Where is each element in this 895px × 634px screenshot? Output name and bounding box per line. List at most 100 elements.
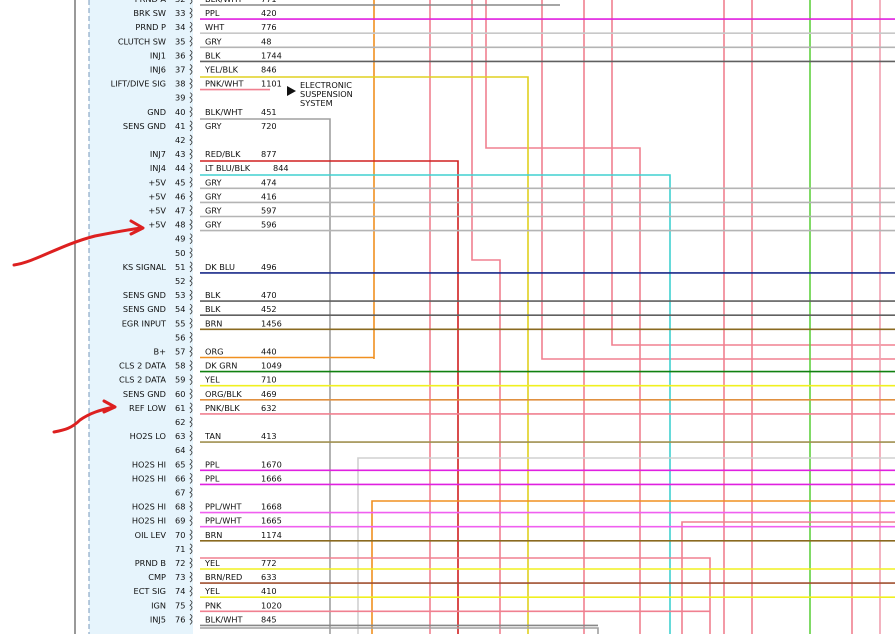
pin-bracket [189,176,193,188]
pin-bracket [189,501,193,512]
pin-number: 49 [175,234,185,244]
pin-function-label: INJ5 [150,614,166,624]
pin-bracket [189,317,193,329]
pin-function-label: SENS GND [123,121,166,131]
pin-function-label: HO2S LO [130,431,166,441]
pin-function-label: SENS GND [123,304,166,314]
circuit-number: 452 [261,304,277,314]
pin-number: 37 [175,65,185,75]
pin-function-label: HO2S HI [132,459,166,469]
circuit-number: 845 [261,614,277,624]
vertical-wire-gray [200,627,599,634]
pin-function-label: PRND B [135,558,167,568]
circuit-number: 410 [261,586,277,596]
pin-function-label: INJ6 [150,65,166,75]
annotation-line-1: ELECTRONIC [300,80,352,90]
circuit-number: 496 [261,262,277,272]
wire-color-label: LT BLU/BLK [205,163,251,173]
pin-number: 34 [175,22,185,32]
circuit-number: 469 [261,389,277,399]
pin-number: 43 [175,149,185,159]
circuit-number: 451 [261,107,277,117]
wire-color-label: BLK/WHT [205,614,244,624]
circuit-number: 1668 [261,502,282,512]
pin-bracket [189,162,193,174]
pin-number: 75 [175,600,185,610]
wire-color-label: PNK [205,600,222,610]
pin-bracket [189,275,193,287]
wire-color-label: YEL [204,375,220,385]
pin-number: 71 [175,544,185,554]
wire-color-label: GRY [205,191,223,201]
vertical-wires [200,0,895,634]
pin-function-label: +5V [148,206,166,216]
vertical-wire-cyan [200,174,671,634]
pin-number: 74 [175,586,185,596]
pin-number: 46 [175,191,185,201]
wire-color-label: BLK/WHT [205,0,244,4]
pin-number: 32 [175,0,185,4]
pin-number: 72 [175,558,185,568]
pin-function-label: INJ4 [150,163,166,173]
pin-number: 54 [175,304,185,314]
pin-number: 44 [175,163,185,173]
pin-bracket [189,92,193,104]
pin-function-label: HO2S HI [132,502,166,512]
circuit-number: 772 [261,558,277,568]
pin-number: 48 [175,220,185,230]
wire-color-label: TAN [204,431,221,441]
pin-function-label: CLUTCH SW [118,36,166,46]
wire-color-label: ORG/BLK [205,389,242,399]
annotation-line-2: SUSPENSION [300,89,353,99]
circuit-number: 776 [261,22,277,32]
wire-color-label: BLK [205,50,221,60]
wire-color-label: YEL [204,586,220,596]
circuit-number: 1666 [261,473,282,483]
pin-bracket [189,515,193,527]
pin-bracket [189,7,193,19]
pin-bracket [189,599,193,611]
pin-function-label: OIL LEV [135,530,167,540]
wire-color-label: BLK [205,304,221,314]
pin-number: 70 [175,530,185,540]
wire-color-label: GRY [205,220,223,230]
pin-function-label: HO2S HI [132,516,166,526]
circuit-number: 1020 [261,600,282,610]
pin-function-label: IGN [151,600,166,610]
circuit-number: 1670 [261,459,282,469]
pin-number: 60 [175,389,185,399]
circuit-number: 1456 [261,318,282,328]
circuit-number: 596 [261,220,277,230]
pin-bracket [189,614,193,625]
circuit-number: 48 [261,36,271,46]
wire-color-label: YEL [204,558,220,568]
wire-color-label: DK BLU [205,262,235,272]
wire-color-label: GRY [205,121,223,131]
pin-number: 69 [175,516,185,526]
pin-bracket [189,360,193,371]
wire-color-label: GRY [205,177,223,187]
pin-bracket [189,487,193,498]
pin-number: 52 [175,276,185,286]
pin-function-label: INJ1 [150,50,166,60]
pin-number: 53 [175,290,185,300]
circuit-number: 470 [261,290,277,300]
vertical-wire-pink [471,0,501,634]
pin-number: 50 [175,248,185,258]
pin-number: 45 [175,177,185,187]
pin-number: 57 [175,347,185,357]
pin-number: 64 [175,445,185,455]
pin-function-label: GND [147,107,166,117]
circuit-number: 1101 [261,79,282,89]
wire-color-label: PPL [205,473,220,483]
circuit-number: 416 [261,191,277,201]
circuit-number: 710 [261,375,277,385]
pin-bracket [189,134,193,146]
pin-function-label: +5V [148,220,166,230]
pin-bracket [189,64,193,75]
pin-number: 51 [175,262,185,272]
circuit-number: 1665 [261,516,282,526]
pin-function-label: CLS 2 DATA [119,361,166,371]
pin-bracket [189,0,193,5]
